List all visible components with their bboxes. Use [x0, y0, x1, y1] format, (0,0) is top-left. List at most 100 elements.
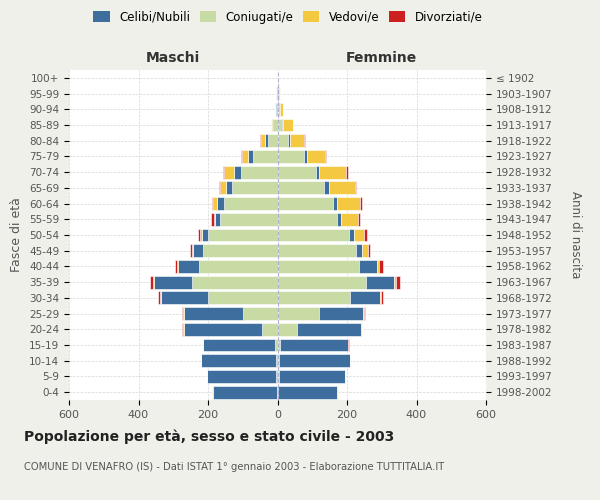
Bar [381, 292, 383, 304]
Bar [213, 197, 217, 210]
Bar [208, 228, 277, 241]
Bar [253, 150, 277, 163]
Y-axis label: Fasce di età: Fasce di età [10, 198, 23, 272]
Bar [191, 244, 193, 257]
Bar [242, 150, 248, 163]
Bar [277, 228, 349, 241]
Bar [241, 166, 277, 178]
Bar [296, 323, 361, 336]
Bar [198, 228, 200, 241]
Bar [350, 292, 380, 304]
Bar [278, 386, 337, 398]
Bar [395, 276, 400, 288]
Bar [277, 118, 283, 132]
Bar [362, 244, 368, 257]
Bar [277, 292, 350, 304]
Bar [199, 260, 277, 273]
Bar [280, 338, 348, 351]
Bar [178, 260, 199, 273]
Bar [262, 323, 277, 336]
Bar [277, 134, 288, 147]
Bar [290, 134, 304, 147]
Bar [184, 307, 243, 320]
Bar [341, 213, 358, 226]
Bar [358, 213, 360, 226]
Bar [319, 166, 346, 178]
Bar [377, 260, 379, 273]
Bar [150, 276, 154, 288]
Bar [288, 134, 290, 147]
Bar [232, 182, 277, 194]
Bar [217, 197, 224, 210]
Bar [380, 292, 381, 304]
Bar [275, 338, 277, 351]
Bar [364, 307, 365, 320]
Bar [248, 150, 253, 163]
Bar [154, 276, 193, 288]
Bar [161, 292, 208, 304]
Bar [184, 323, 262, 336]
Bar [277, 354, 279, 367]
Bar [368, 244, 370, 257]
Bar [279, 354, 350, 367]
Bar [223, 166, 224, 178]
Bar [304, 150, 307, 163]
Bar [277, 213, 337, 226]
Bar [215, 213, 220, 226]
Bar [277, 260, 359, 273]
Bar [193, 244, 203, 257]
Bar [277, 182, 325, 194]
Bar [319, 307, 362, 320]
Bar [200, 228, 202, 241]
Bar [243, 307, 277, 320]
Bar [356, 244, 362, 257]
Bar [272, 118, 274, 132]
Bar [182, 307, 184, 320]
Bar [277, 197, 333, 210]
Bar [277, 103, 279, 116]
Bar [361, 323, 362, 336]
Bar [212, 386, 277, 398]
Bar [274, 118, 277, 132]
Bar [276, 103, 277, 116]
Bar [203, 338, 275, 351]
Bar [316, 166, 319, 178]
Bar [277, 87, 278, 100]
Bar [394, 276, 395, 288]
Bar [359, 260, 377, 273]
Bar [203, 244, 277, 257]
Bar [214, 213, 215, 226]
Bar [202, 228, 208, 241]
Bar [360, 197, 362, 210]
Bar [277, 323, 296, 336]
Bar [276, 354, 277, 367]
Bar [362, 307, 364, 320]
Bar [364, 228, 367, 241]
Bar [277, 276, 366, 288]
Bar [277, 386, 278, 398]
Bar [207, 370, 277, 383]
Bar [355, 182, 356, 194]
Bar [175, 260, 178, 273]
Bar [279, 87, 280, 100]
Bar [354, 228, 364, 241]
Bar [219, 182, 220, 194]
Bar [304, 134, 305, 147]
Bar [277, 338, 280, 351]
Bar [268, 134, 277, 147]
Bar [277, 370, 278, 383]
Bar [212, 197, 213, 210]
Bar [277, 244, 356, 257]
Bar [193, 276, 277, 288]
Bar [277, 307, 319, 320]
Bar [346, 166, 347, 178]
Bar [278, 87, 279, 100]
Bar [234, 166, 241, 178]
Text: Popolazione per età, sesso e stato civile - 2003: Popolazione per età, sesso e stato civil… [24, 430, 394, 444]
Bar [307, 150, 325, 163]
Bar [277, 150, 304, 163]
Bar [226, 182, 232, 194]
Bar [277, 166, 316, 178]
Bar [337, 197, 360, 210]
Bar [283, 118, 293, 132]
